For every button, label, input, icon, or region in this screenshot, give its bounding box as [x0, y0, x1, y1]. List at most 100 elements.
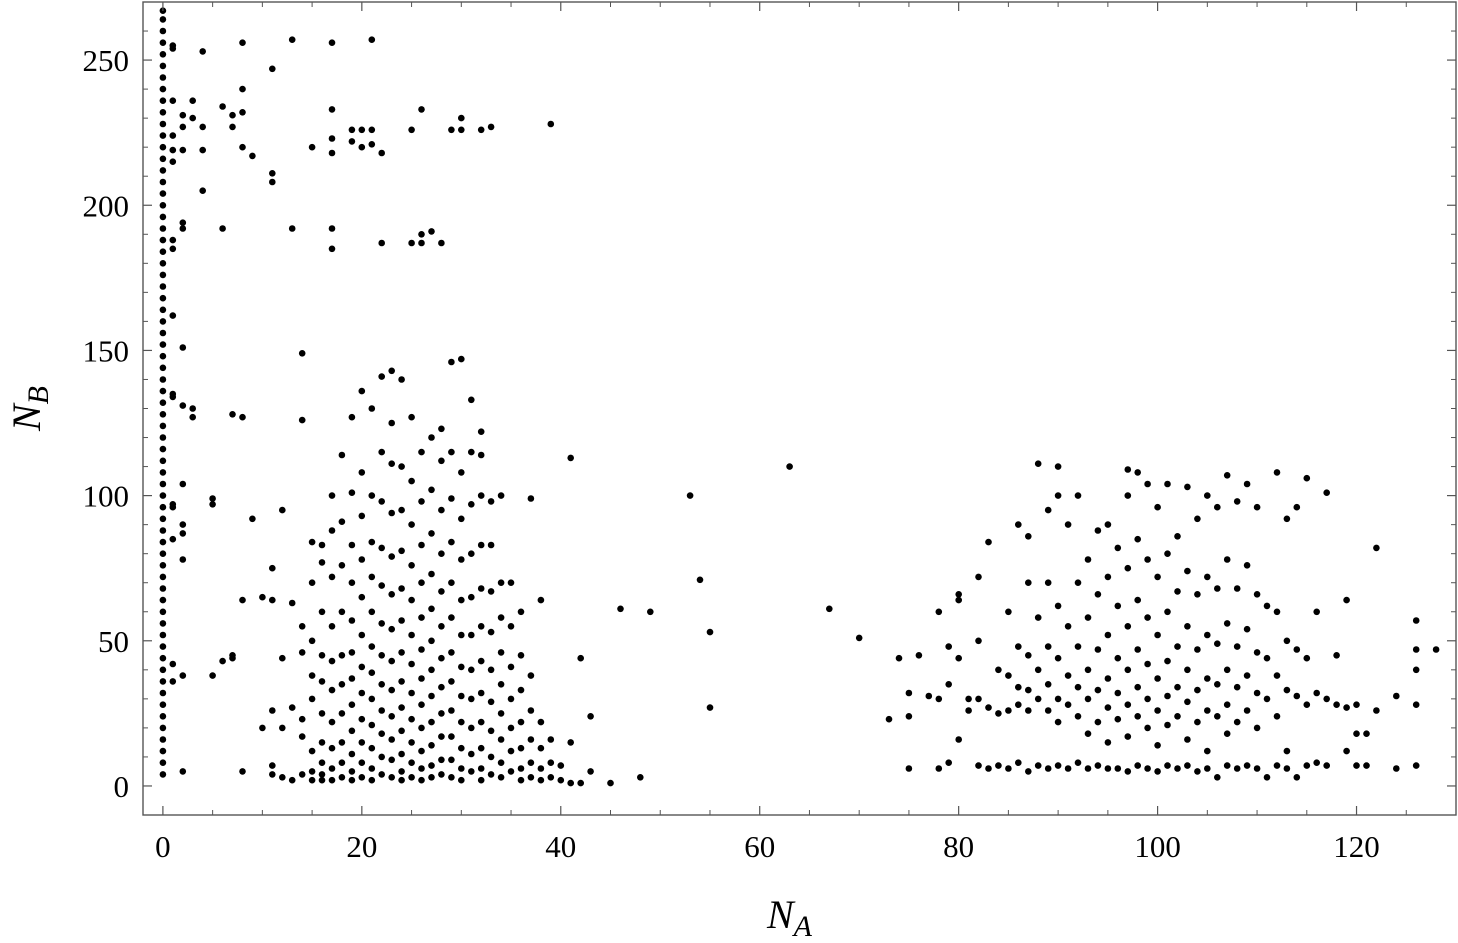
data-point: [328, 527, 336, 534]
data-point: [259, 724, 266, 732]
data-point: [1154, 631, 1161, 639]
data-point: [458, 663, 465, 671]
data-point: [1094, 718, 1102, 726]
y-axis-label-main: N: [4, 402, 49, 432]
data-point: [1323, 695, 1330, 703]
data-point: [438, 506, 445, 514]
data-point: [428, 742, 435, 749]
data-point: [1194, 515, 1201, 523]
data-point: [388, 713, 396, 720]
data-point: [338, 652, 346, 659]
data-point: [1044, 643, 1052, 650]
data-point: [159, 689, 167, 697]
data-point: [1124, 623, 1132, 630]
data-point: [477, 744, 485, 752]
data-point: [1034, 695, 1042, 703]
data-point: [378, 771, 386, 778]
data-point: [517, 686, 525, 694]
data-point: [1064, 672, 1072, 679]
data-point: [388, 774, 396, 781]
data-point: [418, 701, 425, 708]
data-point: [159, 399, 167, 407]
data-point: [1104, 631, 1112, 639]
data-point: [537, 765, 545, 772]
data-point: [159, 248, 167, 255]
data-point: [169, 158, 177, 165]
data-point: [408, 660, 415, 668]
data-point: [159, 167, 167, 174]
data-point: [308, 776, 316, 784]
data-point: [1044, 765, 1052, 772]
data-point: [159, 643, 167, 650]
data-point: [1084, 556, 1092, 563]
data-point: [1074, 643, 1082, 650]
data-point: [318, 759, 326, 766]
data-point: [1044, 707, 1052, 714]
data-point: [159, 515, 167, 523]
data-point: [448, 358, 455, 366]
data-point: [925, 692, 933, 700]
data-point: [348, 750, 356, 758]
data-point: [458, 469, 465, 476]
data-point: [338, 774, 346, 781]
data-point: [458, 631, 465, 639]
data-point: [298, 350, 306, 357]
data-point: [517, 652, 525, 659]
data-point: [159, 143, 167, 151]
data-point: [388, 756, 396, 764]
data-point: [388, 419, 396, 427]
data-point: [985, 538, 992, 546]
data-point: [1114, 689, 1122, 697]
data-point: [368, 126, 376, 134]
data-point: [1223, 620, 1231, 627]
data-point: [1194, 591, 1201, 598]
data-point: [1005, 608, 1012, 616]
data-point: [159, 62, 167, 70]
data-point: [408, 126, 415, 134]
data-point: [965, 695, 972, 703]
data-point: [159, 341, 167, 348]
data-point: [159, 562, 167, 569]
data-point: [298, 416, 306, 424]
data-point: [487, 753, 495, 761]
data-point: [1104, 739, 1112, 746]
data-point: [458, 515, 465, 523]
data-point: [477, 657, 485, 665]
data-point: [358, 774, 366, 781]
data-point: [547, 759, 555, 766]
data-point: [517, 776, 525, 784]
data-point: [448, 579, 455, 586]
data-point: [537, 744, 545, 752]
data-point: [955, 596, 962, 604]
data-point: [647, 608, 654, 616]
data-point: [159, 178, 167, 186]
data-point: [169, 312, 177, 319]
data-point: [398, 547, 405, 555]
data-point: [388, 736, 396, 743]
data-point: [458, 596, 465, 604]
data-point: [1084, 695, 1092, 703]
data-point: [378, 149, 386, 157]
data-point: [468, 593, 475, 601]
data-point: [169, 45, 177, 52]
data-point: [159, 97, 167, 104]
data-point: [1164, 692, 1171, 700]
data-point: [458, 692, 465, 700]
data-point: [408, 759, 415, 766]
data-point: [1144, 614, 1151, 621]
data-point: [1124, 768, 1132, 775]
data-point: [1134, 713, 1141, 720]
data-point: [388, 367, 396, 375]
data-point: [358, 512, 366, 520]
data-point: [935, 695, 943, 703]
data-point: [169, 393, 177, 401]
data-point: [448, 538, 455, 546]
data-point: [1303, 654, 1311, 662]
data-point: [1124, 733, 1132, 740]
data-point: [348, 126, 356, 134]
data-point: [537, 596, 545, 604]
data-point: [1353, 730, 1360, 737]
data-point: [1164, 762, 1171, 769]
data-point: [1204, 675, 1211, 682]
data-point: [1204, 573, 1211, 581]
